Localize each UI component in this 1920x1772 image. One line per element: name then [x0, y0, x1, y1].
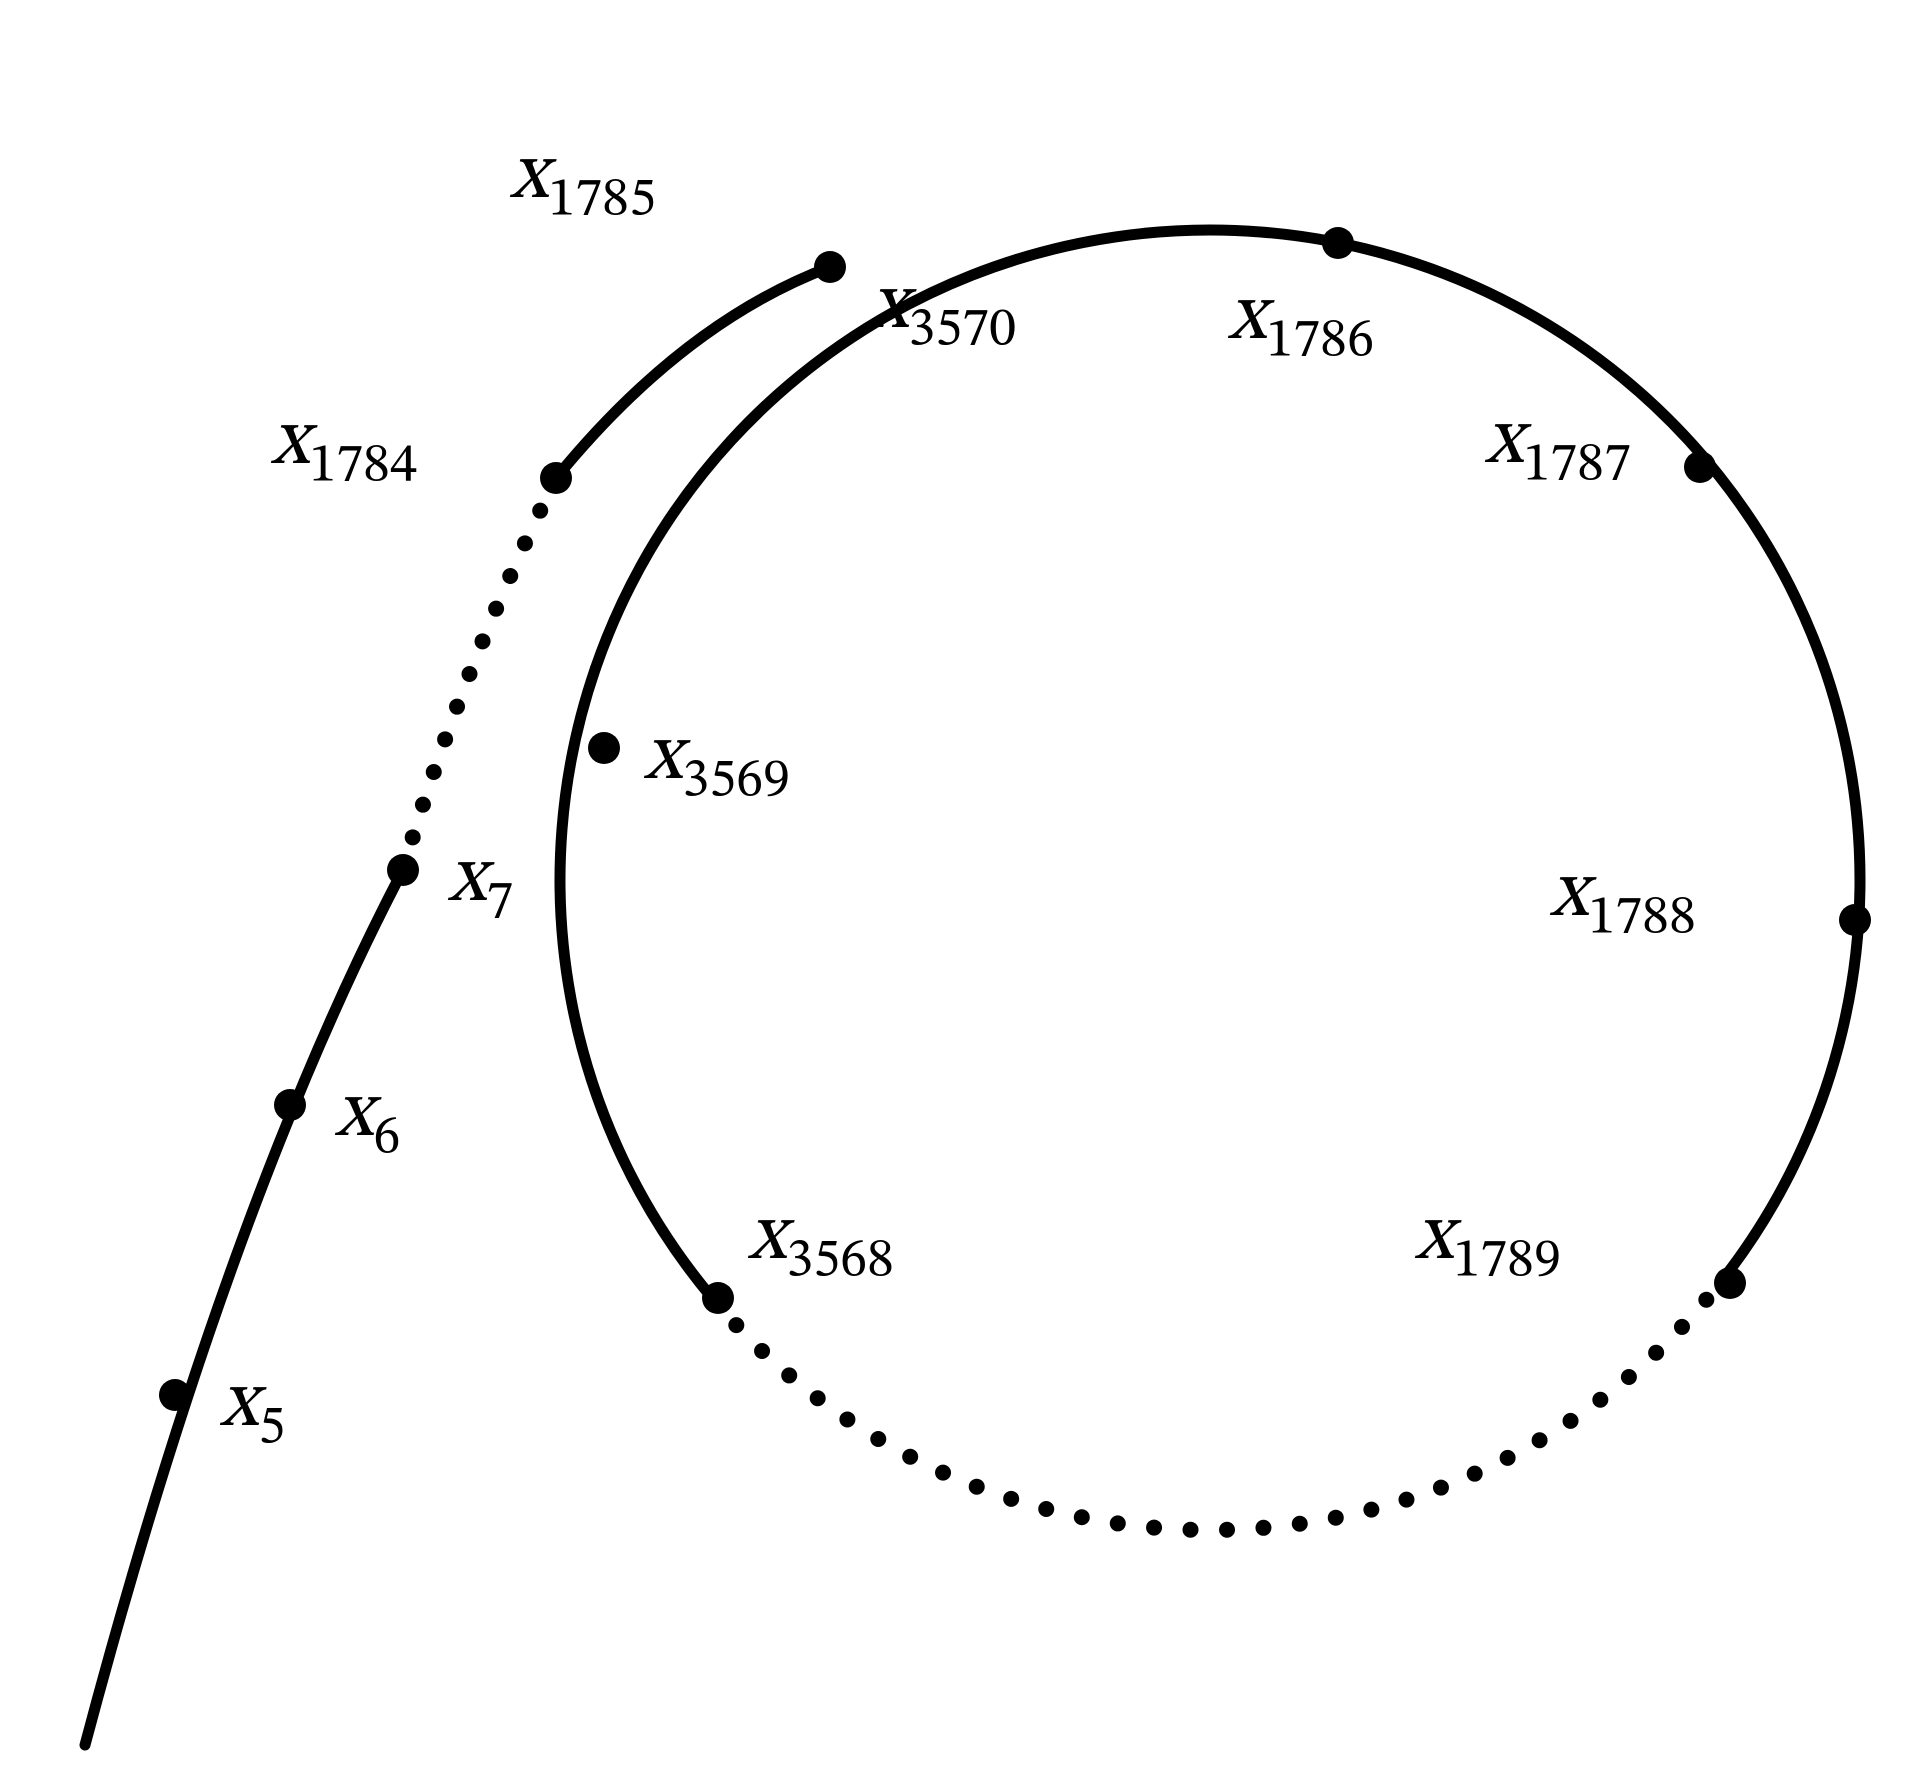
- label-x1784: x1784: [271, 393, 417, 500]
- label-x1786: x1786: [1228, 268, 1374, 375]
- node-x5: [159, 1379, 191, 1411]
- tail-dot: [405, 829, 421, 845]
- label-var-x1784: x: [271, 403, 309, 483]
- node-x1786: [1322, 227, 1354, 259]
- tail-dot: [475, 633, 491, 649]
- label-var-x1787: x: [1485, 402, 1523, 482]
- label-x1787: x1787: [1485, 392, 1631, 499]
- node-x1785: [814, 251, 846, 283]
- arc-dot: [1674, 1319, 1690, 1335]
- label-sub-x3570: 3570: [908, 303, 1016, 357]
- tail-dot: [488, 601, 504, 617]
- label-var-x1785: x: [510, 137, 548, 217]
- label-sub-x6: 6: [373, 1111, 400, 1165]
- label-sub-x1788: 1788: [1588, 891, 1696, 945]
- tail-curve-upper: [556, 267, 830, 478]
- arc-dot: [1292, 1516, 1308, 1532]
- arc-dot: [1110, 1515, 1126, 1531]
- label-x1789: x1789: [1415, 1188, 1561, 1295]
- label-x6: x6: [335, 1065, 400, 1172]
- label-x5: x5: [220, 1355, 285, 1462]
- label-x3568: x3568: [748, 1188, 894, 1295]
- arc-dot: [935, 1465, 951, 1481]
- arc-dot: [1621, 1369, 1637, 1385]
- arc-dot: [1038, 1501, 1054, 1517]
- tail-dot: [532, 503, 548, 519]
- arc-dot: [810, 1390, 826, 1406]
- arc-dot: [754, 1343, 770, 1359]
- arc-dot: [728, 1317, 744, 1333]
- arc-dot: [781, 1367, 797, 1383]
- arc-dot: [870, 1431, 886, 1447]
- tail-dot: [437, 731, 453, 747]
- arc-dot: [969, 1479, 985, 1495]
- arc-dot: [1219, 1522, 1235, 1538]
- tail-dot: [502, 568, 518, 584]
- arc-dot: [902, 1449, 918, 1465]
- arc-dot: [1328, 1510, 1344, 1526]
- arc-dot: [1146, 1520, 1162, 1536]
- arc-dot: [1532, 1432, 1548, 1448]
- arc-dot: [1433, 1480, 1449, 1496]
- tail-dot: [462, 666, 478, 682]
- tail-dot: [415, 797, 431, 813]
- arc-dot: [1563, 1413, 1579, 1429]
- label-var-x3569: x: [644, 718, 682, 798]
- label-x3569: x3569: [644, 708, 790, 815]
- label-sub-x1784: 1784: [309, 439, 417, 493]
- arc-dot: [839, 1411, 855, 1427]
- node-x1784: [540, 462, 572, 494]
- label-sub-x1789: 1789: [1453, 1234, 1561, 1288]
- arc-dot: [1592, 1392, 1608, 1408]
- label-sub-x1785: 1785: [548, 173, 656, 227]
- node-x1789: [1714, 1267, 1746, 1299]
- label-x7: x7: [448, 830, 513, 937]
- label-x3570: x3570: [870, 257, 1016, 364]
- tail-dot: [517, 535, 533, 551]
- label-sub-x3569: 3569: [682, 754, 790, 808]
- node-x3568: [702, 1282, 734, 1314]
- label-sub-x7: 7: [486, 876, 513, 930]
- label-var-x5: x: [220, 1365, 258, 1445]
- node-x1788: [1839, 904, 1871, 936]
- label-var-x7: x: [448, 840, 486, 920]
- label-var-x6: x: [335, 1075, 373, 1155]
- arc-dot: [1648, 1345, 1664, 1361]
- arc-dot: [1255, 1520, 1271, 1536]
- label-sub-x5: 5: [258, 1401, 285, 1455]
- arc-dot: [1398, 1492, 1414, 1508]
- node-x3569: [588, 732, 620, 764]
- label-var-x1789: x: [1415, 1198, 1453, 1278]
- label-var-x1786: x: [1228, 278, 1266, 358]
- arc-dot: [1467, 1466, 1483, 1482]
- node-x6: [274, 1089, 306, 1121]
- label-var-x3570: x: [870, 267, 908, 347]
- arc-dot: [1698, 1292, 1714, 1308]
- tail-dot: [449, 699, 465, 715]
- node-x7: [387, 854, 419, 886]
- label-x1785: x1785: [510, 127, 656, 234]
- label-var-x1788: x: [1550, 855, 1588, 935]
- arc-dot: [1003, 1491, 1019, 1507]
- node-x1787: [1684, 451, 1716, 483]
- label-x1788: x1788: [1550, 845, 1696, 952]
- label-sub-x1787: 1787: [1523, 438, 1631, 492]
- label-sub-x1786: 1786: [1266, 314, 1374, 368]
- tail-curve-lower: [85, 870, 403, 1745]
- tail-dot: [426, 764, 442, 780]
- arc-dot: [1074, 1509, 1090, 1525]
- arc-dot: [1183, 1522, 1199, 1538]
- label-sub-x3568: 3568: [786, 1234, 894, 1288]
- arc-dot: [1363, 1502, 1379, 1518]
- label-var-x3568: x: [748, 1198, 786, 1278]
- arc-dot: [1500, 1450, 1516, 1466]
